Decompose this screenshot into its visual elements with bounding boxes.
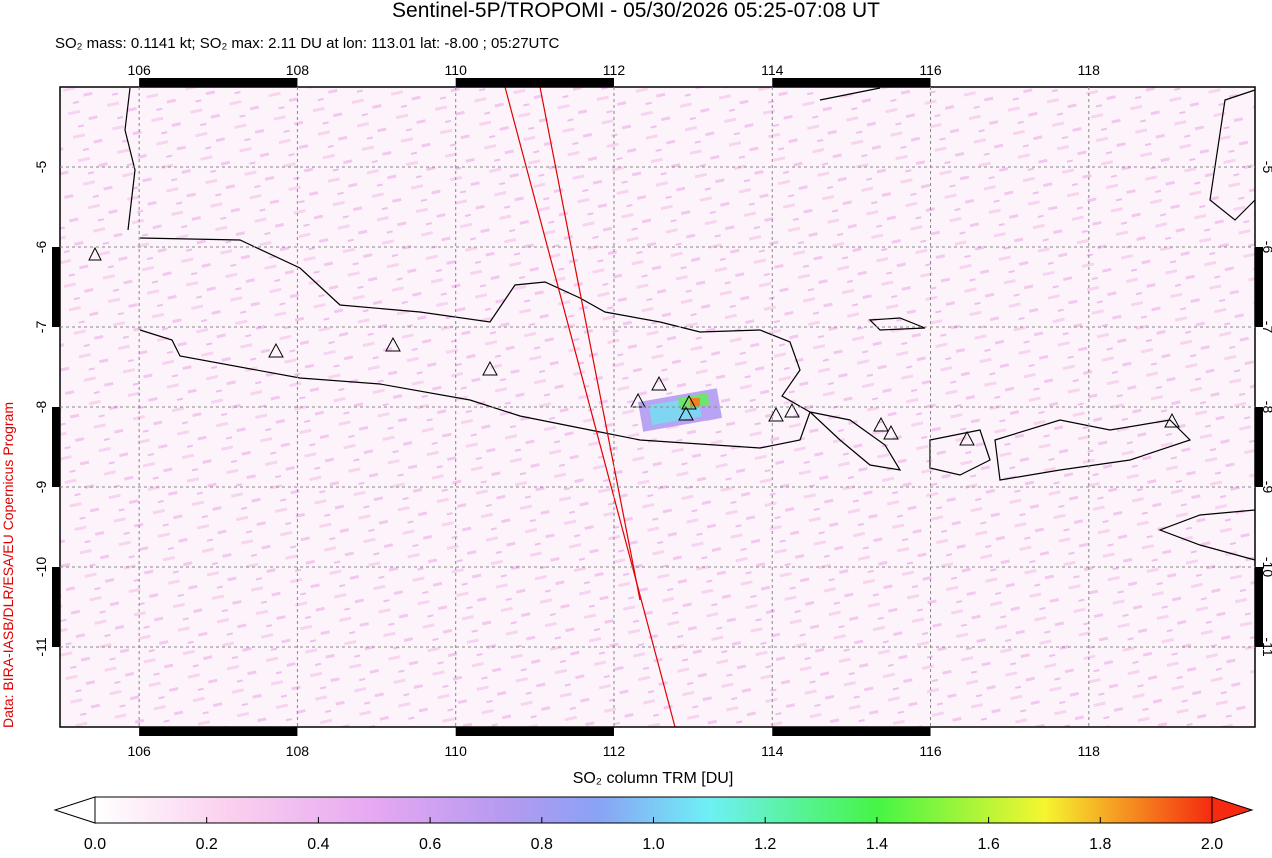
frame-bar bbox=[1255, 567, 1263, 647]
lat-tick-label: -5 bbox=[1260, 161, 1272, 174]
colorbar-tick-label: 0.6 bbox=[419, 836, 441, 853]
lat-tick-label: -11 bbox=[33, 637, 49, 656]
lon-tick-label: 106 bbox=[127, 743, 151, 759]
colorbar-tick-label: 1.2 bbox=[754, 836, 776, 853]
frame-bar bbox=[52, 247, 60, 327]
lat-tick-label: -5 bbox=[33, 161, 49, 174]
lat-tick-label: -10 bbox=[33, 557, 49, 577]
colorbar-tick-label: 0.8 bbox=[531, 836, 553, 853]
lat-tick-label: -6 bbox=[33, 241, 49, 254]
frame-bar bbox=[455, 727, 614, 736]
colorbar-tick-label: 1.0 bbox=[642, 836, 664, 853]
credit: Data: BIRA-IASB/DLR/ESA/EU Copernicus Pr… bbox=[0, 402, 16, 728]
lon-tick-label: 118 bbox=[1078, 62, 1101, 78]
lon-tick-label: 116 bbox=[919, 743, 942, 759]
lon-tick-label: 116 bbox=[919, 62, 942, 78]
colorbar-tick-label: 2.0 bbox=[1201, 836, 1223, 853]
lon-tick-label: 114 bbox=[761, 62, 784, 78]
so2-plume bbox=[638, 388, 722, 432]
frame-bar bbox=[1255, 407, 1263, 487]
frame-bar bbox=[139, 78, 298, 87]
frame-bar bbox=[772, 78, 931, 87]
frame-bar bbox=[52, 567, 60, 647]
lon-tick-label: 114 bbox=[761, 743, 784, 759]
colorbar-tick-label: 0.4 bbox=[307, 836, 329, 853]
lon-tick-label: 108 bbox=[286, 62, 310, 78]
lon-tick-label: 112 bbox=[603, 62, 626, 78]
colorbar-tick-label: 1.8 bbox=[1089, 836, 1111, 853]
colorbar-tick-label: 1.4 bbox=[866, 836, 888, 853]
colorbar-label: SO₂ column TRM [DU] bbox=[573, 770, 734, 787]
lat-tick-label: -7 bbox=[33, 321, 49, 334]
frame-bar bbox=[52, 407, 60, 487]
colorbar-tick-label: 1.6 bbox=[977, 836, 999, 853]
lat-tick-label: -7 bbox=[1260, 321, 1272, 334]
frame-bar bbox=[772, 727, 931, 736]
lon-tick-label: 110 bbox=[445, 743, 468, 759]
lon-tick-label: 106 bbox=[127, 62, 151, 78]
subtitle: SO₂ mass: 0.1141 kt; SO₂ max: 2.11 DU at… bbox=[55, 35, 560, 52]
frame-bar bbox=[139, 727, 298, 736]
lon-tick-label: 108 bbox=[286, 743, 310, 759]
lon-tick-label: 110 bbox=[445, 62, 468, 78]
title: Sentinel-5P/TROPOMI - 05/30/2026 05:25-0… bbox=[392, 0, 880, 22]
colorbar-tick-label: 0.2 bbox=[196, 836, 218, 853]
coastlines bbox=[124, 87, 1256, 561]
lat-tick-label: -9 bbox=[1260, 481, 1272, 494]
colorbar-tick-label: 0.0 bbox=[84, 836, 106, 853]
colorbar-low-end bbox=[53, 796, 96, 824]
lon-tick-label: 112 bbox=[603, 743, 626, 759]
colorbar-high-end bbox=[1211, 796, 1254, 824]
frame-bar bbox=[455, 78, 614, 87]
lon-tick-label: 118 bbox=[1078, 743, 1101, 759]
frame-bar bbox=[1255, 247, 1263, 327]
lat-tick-label: -11 bbox=[1260, 637, 1272, 656]
lat-tick-label: -9 bbox=[33, 481, 49, 494]
lat-tick-label: -8 bbox=[33, 401, 49, 414]
